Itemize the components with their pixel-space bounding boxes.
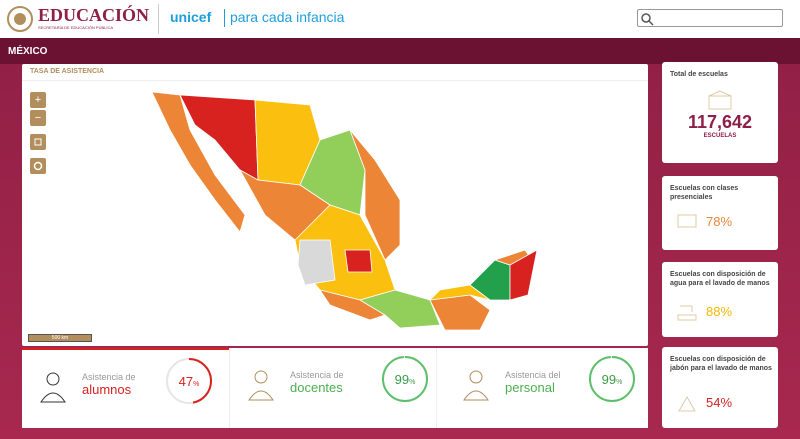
zoom-out[interactable]: −: [30, 110, 46, 126]
partner: unicef: [170, 9, 212, 25]
value: 54: [706, 395, 721, 410]
state[interactable]: [344, 249, 373, 273]
indicator-value: 88%: [706, 304, 732, 319]
map-panel: TASA DE ASISTENCIA + − 500 km: [22, 64, 648, 346]
emblem: [7, 6, 33, 32]
indicator-card: Escuelas con disposición de agua para el…: [662, 262, 778, 337]
stat-unit: %: [193, 381, 199, 388]
stat-label: Asistencia del: [505, 370, 561, 380]
stat-value: 99: [395, 372, 409, 387]
stat-label: docentes: [290, 380, 343, 395]
stat-unit: %: [616, 379, 622, 386]
zoom-in[interactable]: +: [30, 92, 46, 108]
gauge: 47%: [166, 358, 212, 404]
unit: %: [720, 304, 733, 319]
stat-label: personal: [505, 380, 555, 395]
stat-card: Asistencia de alumnos 47%: [22, 348, 229, 428]
gauge: 99%: [589, 356, 635, 402]
summary-value: 117,642: [687, 112, 753, 132]
stat-value: 47: [179, 374, 193, 389]
card-title: Escuelas con disposición de agua para el…: [670, 271, 770, 287]
brand: EDUCACIÓN: [38, 5, 150, 25]
indicator-value: 78%: [706, 214, 732, 229]
state[interactable]: [319, 289, 386, 321]
partner-tagline: para cada infancia: [230, 9, 345, 25]
indicator-card: Escuelas con clases presenciales 78%: [662, 176, 778, 250]
indicator-value: 54%: [706, 395, 732, 410]
search-box[interactable]: [637, 9, 783, 27]
map-title: TASA DE ASISTENCIA: [30, 68, 105, 75]
card-title: Escuelas con disposición de jabón para e…: [670, 356, 772, 372]
fullscreen-icon: [34, 138, 42, 146]
search-icon: [641, 13, 654, 26]
separator: [22, 80, 648, 81]
unit: %: [720, 214, 733, 229]
brand-sub: SECRETARÍA DE EDUCACIÓN PÚBLICA: [38, 25, 114, 30]
stat-label: alumnos: [82, 382, 132, 397]
svg-text:99%: 99%: [602, 372, 623, 387]
teacher-icon: [248, 370, 274, 401]
state[interactable]: [359, 289, 441, 329]
gauge-arc: [166, 358, 212, 404]
water-icon: [677, 305, 697, 321]
value: 78: [706, 214, 721, 229]
stat-card: Asistencia del personal 99%: [436, 348, 648, 428]
scale-bar: 500 km: [28, 334, 92, 342]
state[interactable]: [509, 249, 538, 301]
soap-icon: [678, 395, 696, 412]
svg-text:47%: 47%: [179, 374, 200, 389]
map: [151, 91, 538, 331]
divider: [158, 4, 159, 34]
reset[interactable]: [30, 158, 46, 174]
gauge: 99%: [382, 356, 428, 402]
indicator-card: Escuelas con disposición de jabón para e…: [662, 347, 778, 428]
fullscreen[interactable]: [30, 134, 46, 150]
stat-label: Asistencia de: [290, 370, 344, 380]
summary-card: Total de escuelas 117,642 ESCUELAS: [662, 62, 778, 163]
card-title: Total de escuelas: [670, 71, 728, 78]
state[interactable]: [349, 129, 401, 261]
nav-title: MÉXICO: [8, 46, 48, 57]
svg-text:99%: 99%: [395, 372, 416, 387]
staff-icon: [463, 370, 489, 401]
classroom-icon: [677, 214, 697, 228]
stat-label: Asistencia de: [82, 372, 136, 382]
unit: %: [720, 395, 733, 410]
summary-unit: ESCUELAS: [703, 133, 737, 139]
student-icon: [40, 372, 66, 403]
card-title: Escuelas con clases presenciales: [670, 185, 739, 201]
nav-bar: MÉXICO: [0, 38, 800, 64]
stat-unit: %: [409, 379, 415, 386]
header: EDUCACIÓN SECRETARÍA DE EDUCACIÓN PÚBLIC…: [0, 0, 800, 38]
gauge-arc: [589, 356, 635, 402]
state[interactable]: [151, 91, 246, 233]
stat-value: 99: [602, 372, 616, 387]
value: 88: [706, 304, 721, 319]
state[interactable]: [297, 239, 336, 286]
reset-icon: [33, 161, 43, 171]
school-icon: [708, 90, 732, 110]
gauge-arc: [382, 356, 428, 402]
stat-card: Asistencia de docentes 99%: [229, 348, 436, 428]
divider: [224, 9, 225, 27]
